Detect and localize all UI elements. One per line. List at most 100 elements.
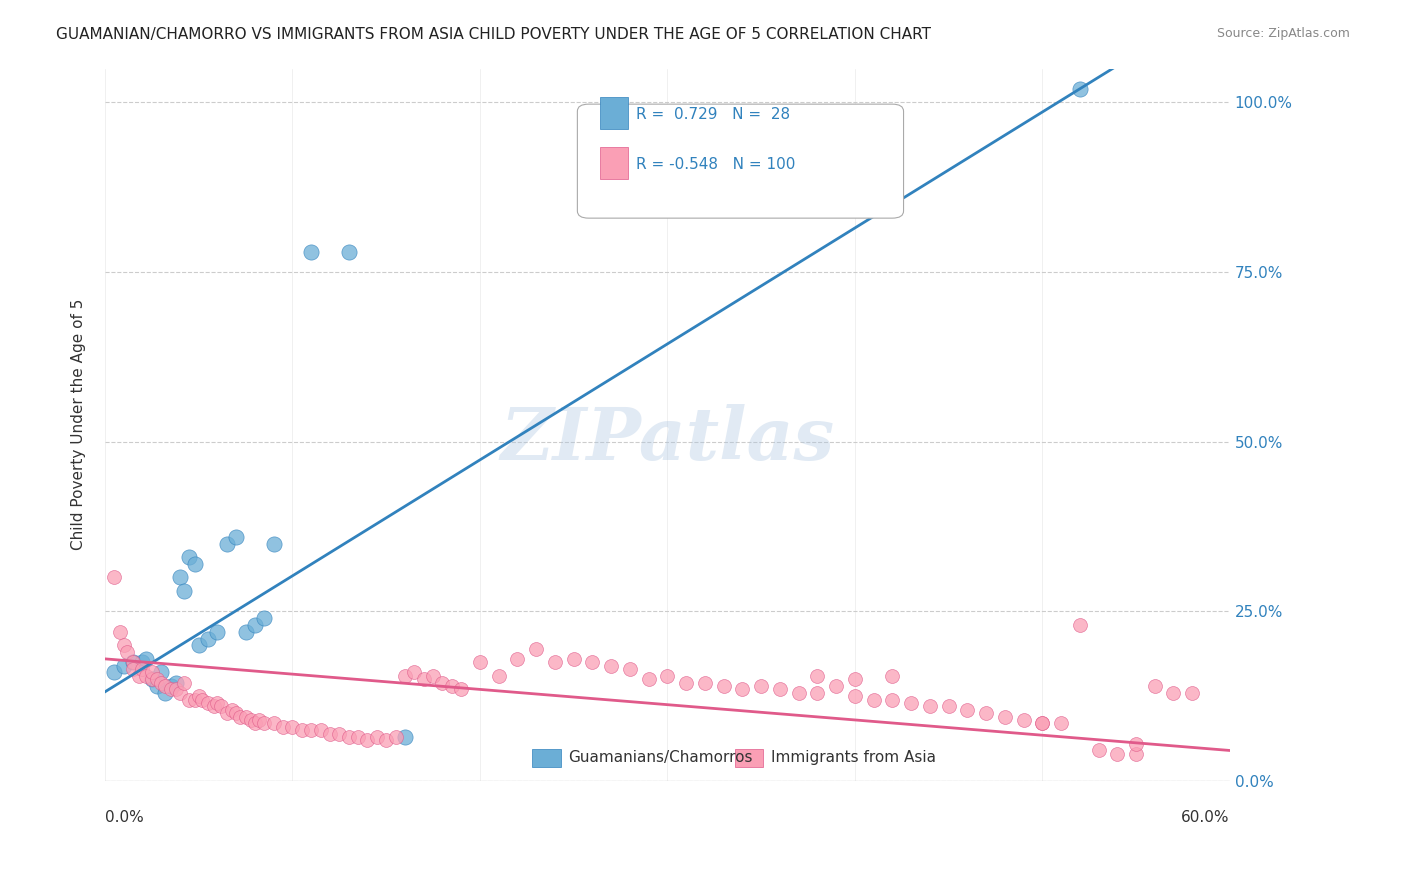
Point: [356, 733, 378, 747]
Point: [1125, 737, 1147, 751]
Point: [450, 682, 472, 697]
Point: [243, 716, 266, 731]
Point: [215, 706, 238, 720]
Point: [1143, 679, 1166, 693]
Point: [225, 530, 247, 544]
Point: [243, 618, 266, 632]
Point: [844, 689, 866, 703]
Text: GUAMANIAN/CHAMORRO VS IMMIGRANTS FROM ASIA CHILD POVERTY UNDER THE AGE OF 5 CORR: GUAMANIAN/CHAMORRO VS IMMIGRANTS FROM AS…: [56, 27, 931, 42]
FancyBboxPatch shape: [600, 97, 628, 129]
Point: [131, 662, 153, 676]
Point: [299, 723, 322, 738]
Point: [337, 244, 360, 259]
Point: [135, 652, 157, 666]
Text: Guamanians/Chamorros: Guamanians/Chamorros: [568, 750, 752, 765]
Point: [173, 584, 195, 599]
Point: [191, 692, 214, 706]
Text: R = -0.548   N = 100: R = -0.548 N = 100: [636, 157, 796, 172]
Point: [900, 696, 922, 710]
Point: [240, 713, 263, 727]
Point: [319, 726, 342, 740]
Point: [281, 720, 304, 734]
Point: [693, 675, 716, 690]
Point: [422, 669, 444, 683]
Point: [825, 679, 848, 693]
Point: [562, 652, 585, 666]
Point: [769, 682, 792, 697]
Point: [882, 692, 904, 706]
Point: [806, 669, 828, 683]
FancyBboxPatch shape: [735, 749, 763, 767]
Point: [209, 699, 232, 714]
Point: [506, 652, 529, 666]
Point: [169, 686, 191, 700]
Point: [112, 658, 135, 673]
Point: [197, 632, 219, 646]
Point: [713, 679, 735, 693]
Point: [394, 730, 416, 744]
Point: [384, 730, 406, 744]
Point: [1125, 747, 1147, 761]
Point: [1087, 743, 1109, 757]
Point: [131, 655, 153, 669]
Point: [1069, 82, 1091, 96]
Point: [619, 662, 641, 676]
Point: [862, 692, 884, 706]
Point: [366, 730, 388, 744]
Point: [309, 723, 332, 738]
Point: [328, 726, 350, 740]
Point: [169, 570, 191, 584]
Point: [159, 679, 181, 693]
Point: [1012, 713, 1035, 727]
Point: [749, 679, 772, 693]
Point: [150, 665, 173, 680]
Point: [404, 665, 426, 680]
Point: [1031, 716, 1053, 731]
Point: [544, 655, 567, 669]
Point: [135, 669, 157, 683]
Point: [179, 550, 201, 565]
Point: [524, 641, 547, 656]
Point: [1181, 686, 1204, 700]
Point: [187, 638, 209, 652]
Point: [1031, 716, 1053, 731]
Point: [299, 244, 322, 259]
Point: [488, 669, 510, 683]
Point: [468, 655, 491, 669]
Point: [731, 682, 754, 697]
Point: [938, 699, 960, 714]
Point: [141, 672, 163, 686]
Point: [235, 709, 257, 723]
Point: [271, 720, 294, 734]
FancyBboxPatch shape: [533, 749, 561, 767]
Point: [165, 682, 187, 697]
Point: [108, 624, 131, 639]
Point: [197, 696, 219, 710]
Point: [146, 672, 169, 686]
Point: [207, 696, 229, 710]
Text: 0.0%: 0.0%: [105, 810, 143, 824]
Point: [412, 672, 434, 686]
Point: [165, 675, 187, 690]
Point: [440, 679, 463, 693]
Point: [122, 655, 145, 669]
Point: [122, 662, 145, 676]
Point: [141, 672, 163, 686]
Point: [153, 679, 176, 693]
FancyBboxPatch shape: [600, 147, 628, 179]
Point: [122, 655, 145, 669]
Point: [974, 706, 997, 720]
Point: [103, 570, 125, 584]
Point: [253, 716, 276, 731]
Point: [229, 709, 252, 723]
Point: [184, 692, 207, 706]
Point: [1069, 618, 1091, 632]
Point: [432, 675, 454, 690]
Point: [263, 536, 285, 550]
Point: [1050, 716, 1073, 731]
Text: R =  0.729   N =  28: R = 0.729 N = 28: [636, 107, 790, 122]
Y-axis label: Child Poverty Under the Age of 5: Child Poverty Under the Age of 5: [72, 299, 86, 550]
Point: [146, 679, 169, 693]
Point: [128, 669, 150, 683]
Point: [215, 536, 238, 550]
